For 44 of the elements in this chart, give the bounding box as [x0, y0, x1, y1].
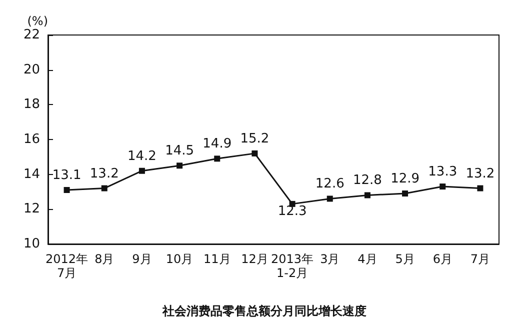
data-label: 13.2: [466, 166, 495, 182]
point: [440, 184, 446, 190]
text: 社会消费品零售总额分月同比增长速度: [162, 304, 366, 318]
point: [477, 185, 484, 192]
point: [101, 185, 108, 192]
x-tick-label: 2012年 7月: [46, 252, 88, 280]
data-label: 12.6: [315, 176, 344, 192]
x-tick-label: 5月: [395, 252, 415, 266]
point: [252, 150, 258, 156]
point: [326, 196, 333, 202]
x-tick-label: 9月: [132, 252, 152, 266]
y-tick-label: 12: [23, 202, 40, 217]
data-label: 13.3: [428, 164, 458, 180]
point: [64, 187, 70, 194]
point: [138, 168, 145, 174]
data-label: 12.3: [278, 204, 307, 219]
data-label: 14.2: [127, 148, 156, 164]
y-tick-label: 14: [23, 166, 40, 182]
x-tick-label: 3月: [320, 252, 340, 266]
point: [364, 192, 370, 198]
x-tick-label: 4月: [358, 252, 378, 266]
data-label: 15.2: [240, 131, 270, 146]
x-tick-label: 12月: [241, 252, 268, 266]
y-tick-label: 10: [23, 236, 40, 252]
y-tick-label: 16: [23, 132, 40, 147]
data-label: 14.9: [202, 136, 232, 152]
x-tick-label: 7月: [470, 252, 490, 266]
data-label: 12.9: [390, 171, 420, 186]
y-axis-title: (%): [27, 14, 48, 28]
point: [214, 156, 220, 162]
x-tick-label: 6月: [432, 252, 452, 266]
y-tick-label: 20: [23, 62, 40, 78]
x-tick-label: 8月: [94, 252, 114, 266]
y-tick-label: 18: [23, 97, 40, 112]
data-label: 13.2: [90, 166, 119, 182]
x-tick-label: 10月: [166, 252, 194, 266]
x-tick-label: 11月: [203, 252, 231, 266]
data-label: 14.5: [165, 144, 194, 159]
point: [176, 162, 183, 169]
x-tick-label: 2013年 1-2月: [271, 252, 314, 280]
data-label: 13.1: [52, 168, 82, 184]
y-tick-label: 22: [23, 28, 40, 42]
point: [402, 190, 408, 196]
data-label: 12.8: [352, 173, 382, 188]
